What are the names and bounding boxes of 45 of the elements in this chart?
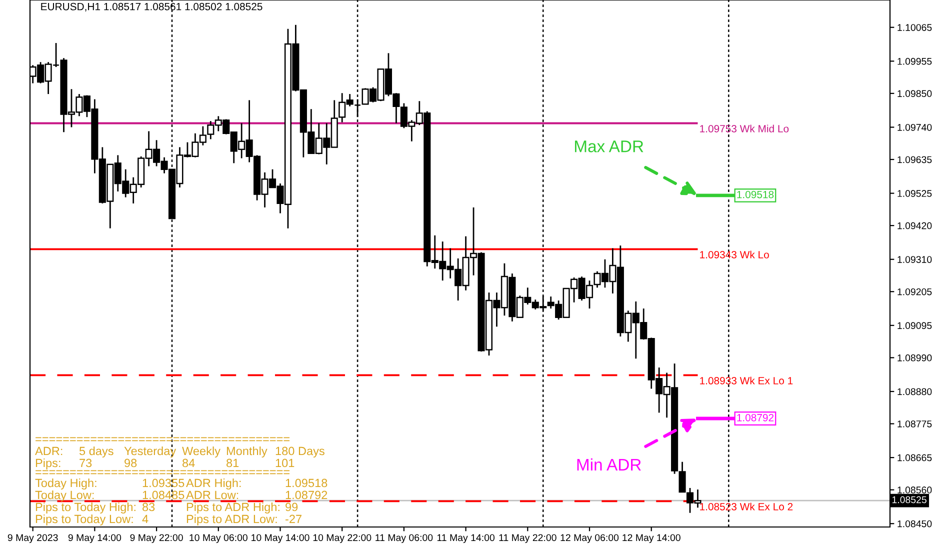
text: Pips to Today High: 83 Pips to ADR High: 99 (36, 502, 298, 514)
y-tick-label: 1.09525 (898, 190, 932, 197)
x-tick-label: 11 May 14:00 (437, 534, 495, 544)
annotation: ===================================== (36, 437, 290, 442)
ref-line-label: 1.08525 (892, 496, 926, 504)
y-tick-label: 1.08450 (898, 520, 932, 528)
chart-title: EURUSD,H1 1.08517 1.08561 1.08502 1.08525 (41, 2, 262, 12)
ref-line-label: 1.09343 Wk Lo (700, 250, 769, 258)
y-tick-label: 1.09740 (898, 124, 932, 131)
y-tick-label: 1.08990 (898, 354, 932, 362)
text: Today Low: 1.08485ADR Low: 1.08792 (35, 490, 328, 502)
data-label: 1.08792 (737, 414, 774, 422)
ref-line-label: 1.08933 Wk Ex Lo 1 (700, 376, 793, 384)
y-tick-label: 1.09420 (898, 222, 932, 230)
annotation: Max ADR (575, 140, 644, 152)
x-tick-label: 9 May 2023 (8, 534, 58, 544)
y-tick-label: 1.09850 (898, 90, 932, 98)
x-tick-label: 12 May 14:00 (622, 534, 680, 544)
annotation: Min ADR (577, 458, 641, 470)
ref-line-label: 1.09753 Wk Mid Lo (700, 124, 789, 132)
y-tick-label: 1.09955 (898, 58, 932, 65)
y-tick-label: 1.08560 (898, 486, 932, 494)
y-tick-label: 1.10065 (898, 24, 932, 31)
data-label: 1.09518 (737, 190, 774, 198)
annotation: ===================================== (36, 470, 290, 474)
x-tick-label: 11 May 22:00 (499, 534, 556, 544)
y-tick-label: 1.08880 (898, 388, 932, 396)
ref-line-label: 1.08523 Wk Ex Lo 2 (700, 502, 793, 510)
x-tick-label: 9 May 14:00 (68, 534, 122, 544)
y-tick-label: 1.09205 (898, 288, 932, 296)
y-tick-label: 1.09095 (898, 322, 932, 330)
x-tick-label: 10 May 22:00 (313, 534, 372, 544)
text: Pips to Today Low: 4 Pips to ADR Low: -27 (36, 514, 302, 526)
x-tick-label: 10 May 14:00 (252, 534, 310, 544)
y-tick-label: 1.08775 (898, 420, 932, 428)
text: Today High: 1.09355ADR High: 1.09518 (35, 478, 328, 490)
x-tick-label: 10 May 06:00 (190, 534, 248, 544)
x-tick-label: 12 May 06:00 (560, 534, 619, 544)
text: ADR: 5 days Yesterday Weekly Monthly 180 Days (35, 446, 324, 458)
text: Pips: 73 98 84 81 101 (36, 458, 294, 470)
y-tick-label: 1.08665 (898, 454, 932, 462)
y-tick-label: 1.09635 (898, 156, 932, 164)
x-tick-label: 11 May 06:00 (376, 534, 433, 544)
y-tick-label: 1.09310 (898, 256, 932, 263)
x-tick-label: 9 May 22:00 (130, 534, 183, 544)
